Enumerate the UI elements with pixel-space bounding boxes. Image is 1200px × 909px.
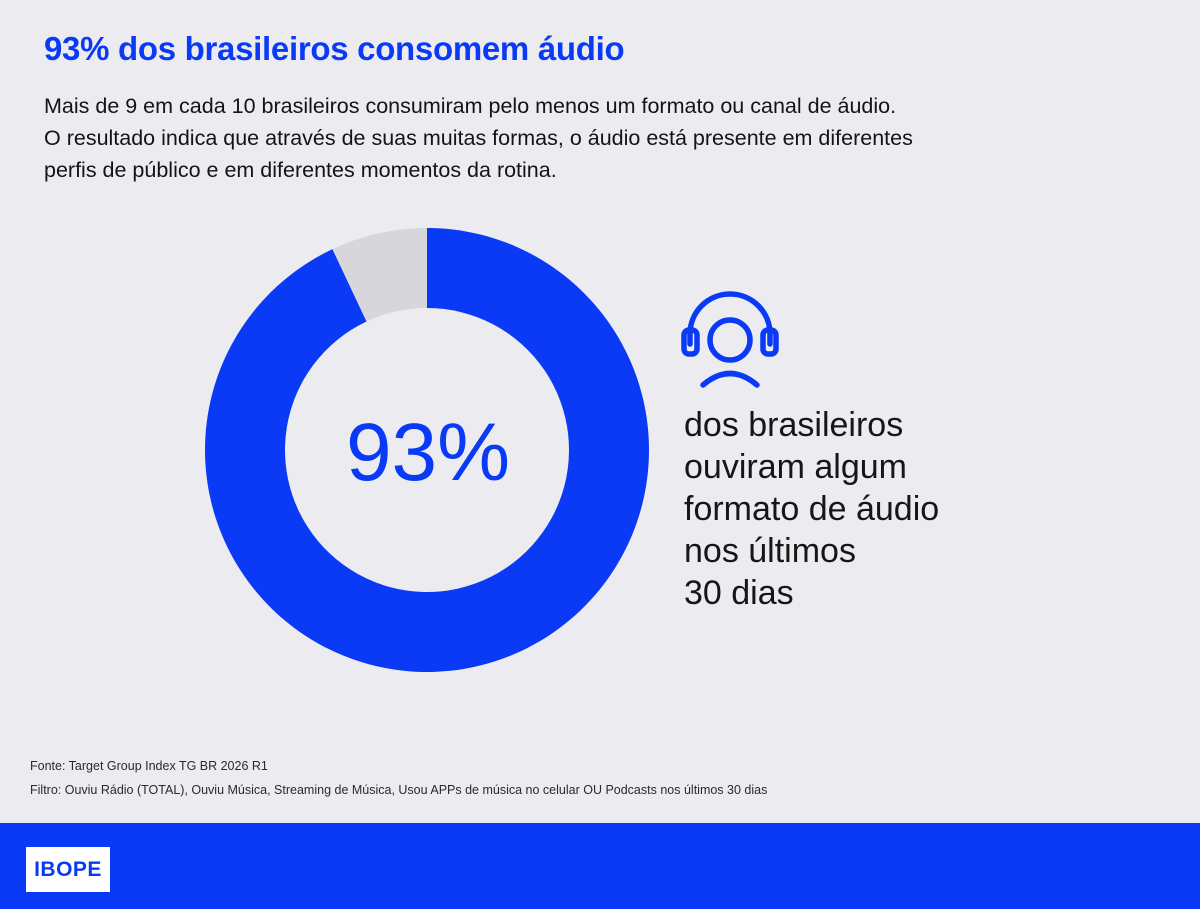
subtitle-line: Mais de 9 em cada 10 brasileiros consumi…	[44, 94, 897, 118]
subtitle-line: O resultado indica que através de suas m…	[44, 126, 913, 150]
ibope-logo: IBOPE	[26, 847, 110, 892]
donut-slice-remainder	[332, 228, 427, 322]
caption-line: dos brasileiros	[684, 406, 904, 444]
filter-note: Filtro: Ouviu Rádio (TOTAL), Ouviu Músic…	[30, 783, 768, 797]
caption-line: nos últimos	[684, 532, 856, 570]
page-subtitle: Mais de 9 em cada 10 brasileiros consumi…	[44, 90, 1164, 186]
page-title: 93% dos brasileiros consomem áudio	[44, 30, 625, 67]
donut-slice-main	[205, 228, 650, 673]
footer-bar: IBOPE	[0, 823, 1200, 909]
caption-line: formato de áudio	[684, 490, 940, 528]
caption-line: 30 dias	[684, 574, 794, 612]
donut-chart: 93%	[205, 228, 650, 673]
headphones-person-icon	[681, 291, 779, 388]
donut-slices	[205, 228, 650, 673]
subtitle-line: perfis de público e em diferentes moment…	[44, 158, 557, 182]
caption-line: ouviram algum	[684, 448, 907, 486]
stat-caption: dos brasileiros ouviram algum formato de…	[684, 404, 939, 614]
chart-notes: Fonte: Target Group Index TG BR 2026 R1 …	[30, 754, 767, 802]
source-note: Fonte: Target Group Index TG BR 2026 R1	[30, 759, 268, 773]
donut-center-label: 93%	[346, 407, 510, 498]
